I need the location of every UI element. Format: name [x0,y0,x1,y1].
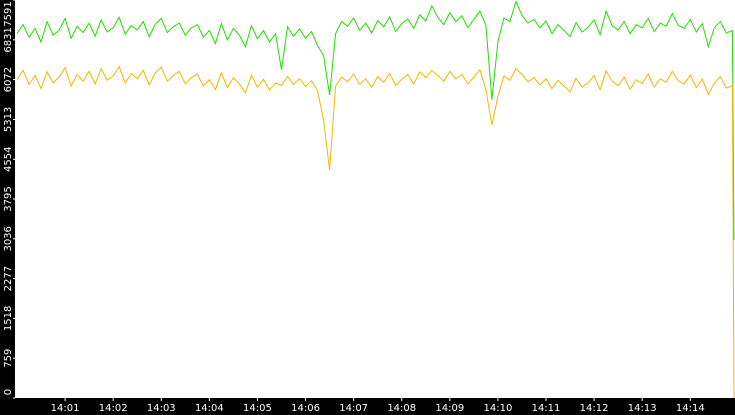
x-tick-label: 14:06 [291,403,320,414]
x-tick-label: 14:11 [532,403,561,414]
x-tick-label: 14:01 [51,403,80,414]
x-tick-label: 14:04 [195,403,224,414]
y-tick-label: 7591 [3,1,14,26]
y-tick-label: 5313 [3,107,14,132]
y-tick-label: 3036 [3,226,14,251]
x-tick-label: 14:10 [483,403,512,414]
series-line [16,0,735,240]
y-axis-strip [0,0,15,415]
y-tick-label: 6831 [3,27,14,52]
x-tick-label: 14:08 [387,403,416,414]
series-line [16,65,735,399]
y-tick-label: 6072 [3,67,14,92]
x-tick-label: 14:03 [147,403,176,414]
y-tick-label: 4554 [3,147,14,172]
y-tick-label: 2277 [3,266,14,291]
x-axis-strip [0,398,735,415]
x-tick-label: 14:12 [580,403,609,414]
y-tick-label: 3795 [3,186,14,211]
x-tick-label: 14:09 [435,403,464,414]
x-tick-label: 14:14 [676,403,705,414]
x-tick-label: 14:02 [99,403,128,414]
y-tick-label: 1518 [3,306,14,331]
y-tick-label: 0 [3,389,14,395]
x-tick-label: 14:13 [628,403,657,414]
x-tick-label: 14:07 [339,403,368,414]
y-tick-label: 759 [3,349,14,368]
x-tick-label: 14:05 [243,403,272,414]
